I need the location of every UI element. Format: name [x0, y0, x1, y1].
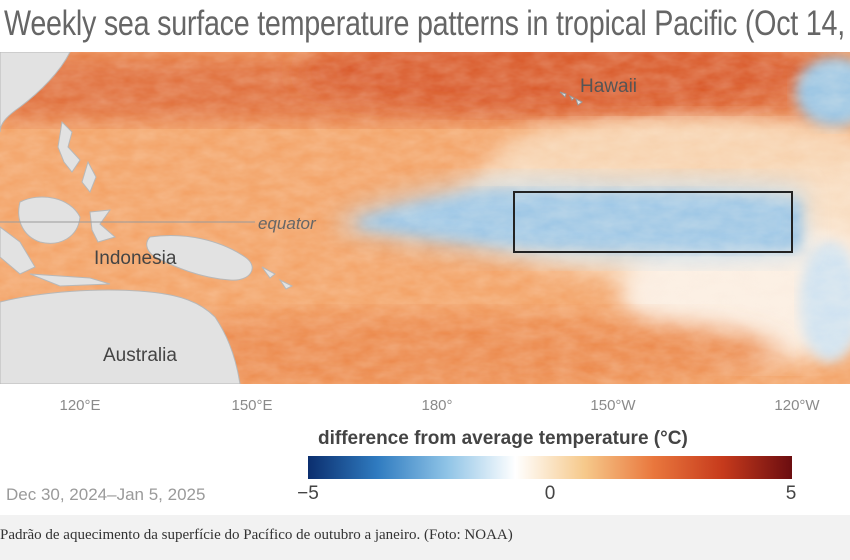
solomon-islands — [261, 266, 294, 290]
legend-min-label: −5 — [297, 483, 319, 504]
indonesia-label: Indonesia — [94, 248, 177, 269]
longitude-tick: 150°W — [590, 397, 636, 414]
caption-band — [0, 515, 850, 560]
longitude-tick: 120°E — [59, 397, 101, 414]
equator-label: equator — [258, 214, 317, 233]
philippines-land — [57, 120, 97, 193]
hawaii-label: Hawaii — [580, 76, 637, 97]
australia-label: Australia — [103, 345, 177, 366]
longitude-tick: 180° — [421, 397, 453, 414]
legend-mid-label: 0 — [544, 483, 556, 504]
nino-region-box — [513, 191, 793, 253]
java-land — [29, 273, 111, 287]
sea-surface-temperature-map: Hawaii equator Indonesia Australia — [0, 52, 850, 384]
photo-caption: Padrão de aquecimento da superfície do P… — [0, 527, 513, 543]
australia-land — [0, 289, 241, 384]
longitude-tick: 150°E — [231, 397, 273, 414]
sumatra-land — [0, 226, 36, 275]
color-scale-bar — [308, 456, 792, 479]
asia-land — [0, 52, 71, 133]
borneo-land — [18, 196, 81, 244]
chart-title: Weekly sea surface temperature patterns … — [4, 4, 850, 43]
legend-title: difference from average temperature (°C) — [318, 428, 688, 449]
legend-max-label: 5 — [785, 483, 797, 504]
date-range: Dec 30, 2024–Jan 5, 2025 — [6, 485, 206, 504]
hawaii-islands — [559, 91, 583, 106]
sulawesi-land — [89, 209, 117, 243]
new-guinea-land — [146, 235, 253, 281]
longitude-tick: 120°W — [774, 397, 820, 414]
